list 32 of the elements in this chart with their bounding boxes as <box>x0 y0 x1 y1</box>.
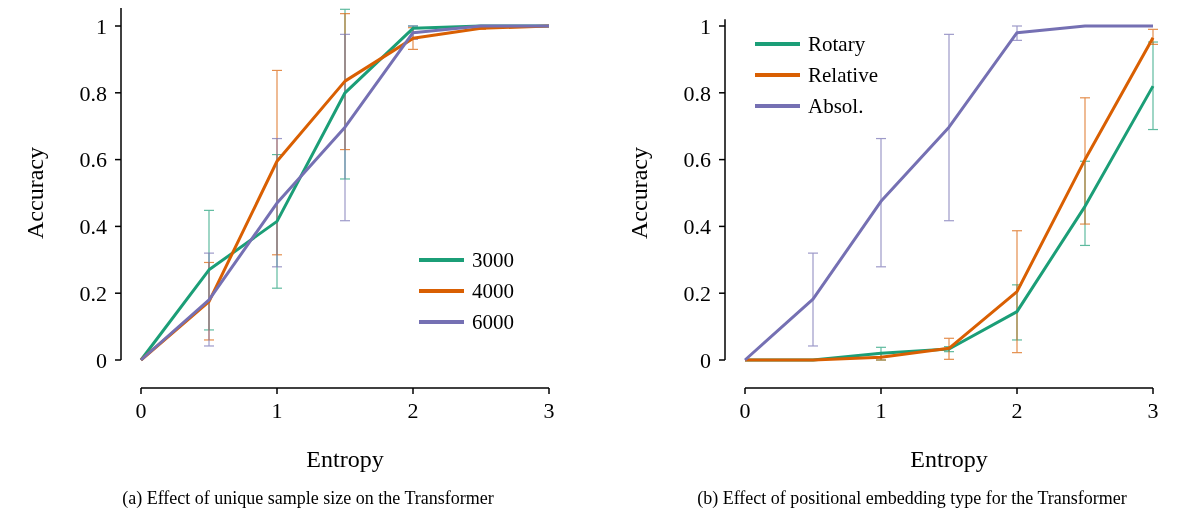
text: (b) Effect of positional embedding type for the Transformer <box>697 488 1127 509</box>
legend-label: 3000 <box>472 248 514 273</box>
legend-label: Relative <box>808 63 878 88</box>
x-axis-title: Entropy <box>306 446 384 472</box>
y-tick-label: 0.8 <box>79 80 107 106</box>
y-tick-label: 1 <box>700 13 711 39</box>
y-tick-label: 0.6 <box>79 147 107 173</box>
legend-label: 6000 <box>472 310 514 335</box>
x-axis-title: Entropy <box>910 446 988 472</box>
x-tick-label: 2 <box>1011 398 1023 423</box>
y-tick-label: 0.2 <box>79 280 107 306</box>
y-tick-label: 0.8 <box>683 80 711 106</box>
x-tick-label: 0 <box>135 398 147 423</box>
text: (a) Effect of unique sample size on the Transformer <box>122 488 494 509</box>
legend-label: Absol. <box>808 94 864 119</box>
legend-label: 4000 <box>472 279 514 304</box>
x-tick-label: 0 <box>739 398 751 423</box>
y-tick-label: 0.2 <box>683 280 711 306</box>
y-tick-label: 0.4 <box>683 214 711 240</box>
x-tick-label: 1 <box>875 398 887 423</box>
x-tick-label: 2 <box>407 398 419 423</box>
x-tick-label: 3 <box>1147 398 1159 423</box>
y-tick-label: 1 <box>96 13 107 39</box>
y-tick-label: 0 <box>96 347 107 373</box>
y-axis-title: Accuracy <box>626 147 652 239</box>
y-axis-title: Accuracy <box>22 147 48 239</box>
legend-label: Rotary <box>808 32 866 57</box>
y-tick-label: 0.4 <box>79 214 107 240</box>
y-tick-label: 0 <box>700 347 711 373</box>
x-tick-label: 3 <box>543 398 555 423</box>
y-tick-label: 0.6 <box>683 147 711 173</box>
x-tick-label: 1 <box>271 398 283 423</box>
